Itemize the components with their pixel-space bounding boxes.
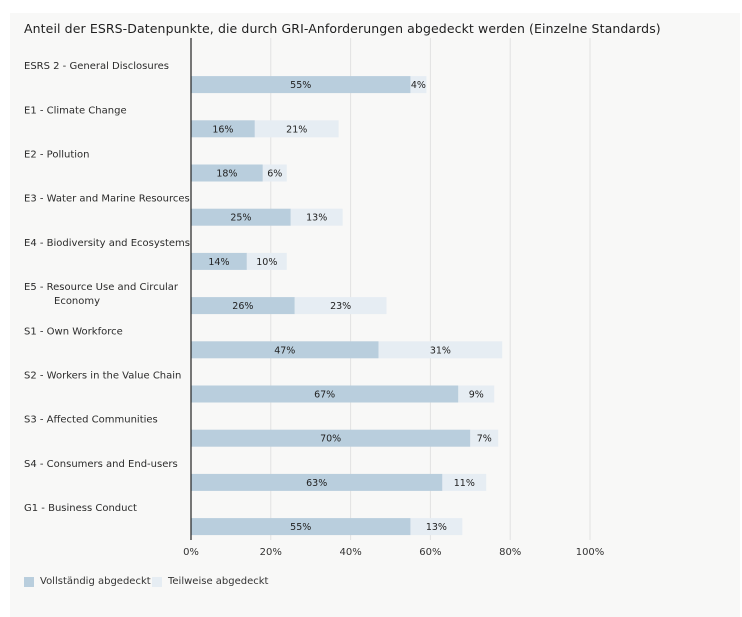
- value-label-partial: 21%: [286, 124, 307, 135]
- value-label-full: 63%: [306, 478, 327, 489]
- bar-full: [191, 341, 379, 359]
- x-tick-label: 60%: [419, 547, 441, 558]
- chart-card: Anteil der ESRS-Datenpunkte, die durch G…: [10, 13, 740, 617]
- legend-item-full: Vollständig abgedeckt: [24, 576, 151, 587]
- legend-swatch-partial: [152, 576, 162, 587]
- value-label-partial: 10%: [256, 257, 277, 268]
- bar-partial: [246, 252, 287, 270]
- bar-partial: [442, 473, 487, 491]
- value-label-full: 14%: [208, 257, 229, 268]
- bar-partial: [470, 429, 499, 447]
- bar-full: [191, 473, 443, 491]
- x-tick-label: 0%: [183, 547, 199, 558]
- legend-item-partial: Teilweise abgedeckt: [152, 576, 268, 587]
- category-label: E1 - Climate Change: [24, 105, 127, 116]
- value-label-full: 55%: [290, 80, 311, 91]
- legend-swatch-full: [24, 576, 34, 587]
- legend-label-partial: Teilweise abgedeckt: [168, 576, 269, 587]
- bar-partial: [378, 341, 503, 359]
- bar-full: [191, 76, 411, 94]
- x-tick-label: 100%: [576, 547, 605, 558]
- bar-partial: [290, 208, 343, 226]
- category-label: E5 - Resource Use and Circular Economy: [24, 282, 179, 307]
- chart-title: Anteil der ESRS-Datenpunkte, die durch G…: [24, 21, 661, 36]
- value-label-partial: 6%: [267, 169, 282, 180]
- value-label-partial: 13%: [426, 522, 447, 533]
- bar-full: [191, 385, 459, 403]
- value-label-partial: 31%: [430, 345, 451, 356]
- value-label-full: 26%: [232, 301, 253, 312]
- x-tick-label: 20%: [260, 547, 282, 558]
- value-label-full: 47%: [274, 345, 295, 356]
- legend-label-full: Vollständig abgedeckt: [40, 576, 151, 587]
- x-tick-label: 40%: [339, 547, 361, 558]
- bar-partial: [262, 164, 287, 182]
- bar-full: [191, 208, 291, 226]
- bar-partial: [254, 120, 339, 138]
- category-label: E3 - Water and Marine Resources: [24, 194, 190, 205]
- bar-partial: [410, 76, 427, 94]
- category-label: E4 - Biodiversity and Ecosystems: [24, 238, 190, 249]
- bar-full: [191, 297, 295, 315]
- category-label: S2 - Workers in the Value Chain: [24, 371, 181, 382]
- value-label-partial: 9%: [469, 390, 484, 401]
- value-label-full: 25%: [230, 213, 251, 224]
- value-label-partial: 23%: [330, 301, 351, 312]
- value-label-full: 18%: [216, 169, 237, 180]
- value-label-partial: 11%: [454, 478, 475, 489]
- category-label: G1 - Business Conduct: [24, 503, 137, 514]
- bar-full: [191, 518, 411, 536]
- bar-partial: [458, 385, 495, 403]
- bar-partial: [410, 518, 463, 536]
- bar-full: [191, 164, 263, 182]
- value-label-full: 67%: [314, 390, 335, 401]
- bar-chart: 0% 20% 40% 60% 80% 100% ESRS 2 - General Discl…: [24, 38, 605, 558]
- category-label: ESRS 2 - General Disclosures: [24, 61, 169, 72]
- value-label-full: 16%: [212, 124, 233, 135]
- value-label-full: 55%: [290, 522, 311, 533]
- bar-full: [191, 429, 471, 447]
- category-label: S3 - Affected Communities: [24, 415, 158, 426]
- value-label-full: 70%: [320, 434, 341, 445]
- bar-full: [191, 252, 247, 270]
- bar-partial: [294, 297, 387, 315]
- value-label-partial: 7%: [477, 434, 492, 445]
- category-label: S4 - Consumers and End-users: [24, 459, 178, 470]
- value-label-partial: 13%: [306, 213, 327, 224]
- value-label-partial: 4%: [411, 80, 426, 91]
- bar-full: [191, 120, 255, 138]
- category-label: S1 - Own Workforce: [24, 326, 123, 337]
- category-label: E2 - Pollution: [24, 150, 90, 161]
- x-tick-label: 80%: [499, 547, 521, 558]
